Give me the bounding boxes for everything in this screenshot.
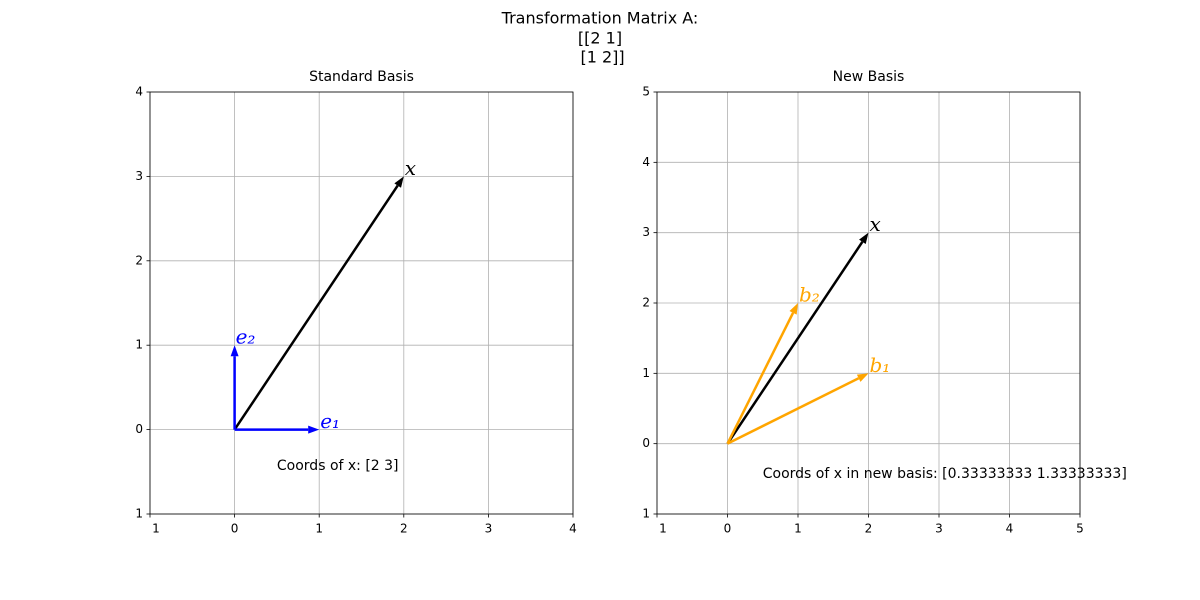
vector-label: b₁ bbox=[870, 353, 891, 377]
arrow-head bbox=[856, 373, 869, 382]
y-tick-label: 4 bbox=[135, 85, 143, 99]
x-tick-label: 5 bbox=[1076, 522, 1084, 536]
vector-label: b₂ bbox=[799, 283, 820, 307]
y-tick-label: 1 bbox=[135, 507, 143, 521]
arrow-shaft bbox=[726, 312, 795, 445]
x-tick-label: 1 bbox=[152, 522, 160, 536]
x-tick-label: 3 bbox=[935, 522, 943, 536]
x-tick-label: 0 bbox=[724, 522, 732, 536]
arrow-head bbox=[859, 232, 869, 245]
annotation: Coords of x in new basis: [0.33333333 1.… bbox=[763, 466, 1127, 482]
figure-title: Transformation Matrix A: bbox=[501, 9, 699, 28]
y-tick-label: 0 bbox=[135, 422, 143, 436]
figure-title: [1 2]] bbox=[575, 48, 624, 67]
arrow-head bbox=[394, 176, 404, 188]
axes-title: New Basis bbox=[833, 69, 905, 85]
x-tick-label: 2 bbox=[865, 522, 873, 536]
x-tick-label: 1 bbox=[659, 522, 667, 536]
y-tick-label: 0 bbox=[642, 436, 650, 450]
y-tick-label: 1 bbox=[642, 507, 650, 521]
axes-frame bbox=[149, 91, 574, 515]
vector-arrow bbox=[726, 232, 869, 445]
x-tick-label: 0 bbox=[231, 522, 239, 536]
y-tick-label: 1 bbox=[135, 338, 143, 352]
x-tick-label: 4 bbox=[569, 522, 577, 536]
arrow-head bbox=[308, 425, 320, 434]
vector-arrow bbox=[726, 303, 798, 445]
x-tick-label: 1 bbox=[315, 522, 323, 536]
x-tick-label: 4 bbox=[1006, 522, 1014, 536]
y-tick-label: 2 bbox=[135, 253, 143, 267]
vector-arrow bbox=[234, 425, 320, 434]
vector-arrow bbox=[726, 373, 869, 445]
y-tick-label: 1 bbox=[642, 366, 650, 380]
y-tick-label: 4 bbox=[642, 155, 650, 169]
vector-label: x bbox=[870, 212, 881, 236]
x-tick-label: 3 bbox=[485, 522, 493, 536]
x-tick-label: 1 bbox=[794, 522, 802, 536]
vector-arrow bbox=[230, 345, 239, 430]
y-tick-label: 3 bbox=[642, 225, 650, 239]
y-tick-label: 3 bbox=[135, 169, 143, 183]
y-tick-label: 2 bbox=[642, 296, 650, 310]
axes-frame bbox=[656, 91, 1081, 515]
annotation: Coords of x: [2 3] bbox=[277, 458, 399, 474]
arrow-head bbox=[230, 345, 239, 357]
vector-label: e₂ bbox=[236, 325, 256, 349]
arrow-shaft bbox=[233, 184, 399, 431]
arrow-head bbox=[789, 303, 798, 315]
arrow-shaft bbox=[726, 241, 864, 445]
figure-title: [[2 1] bbox=[578, 29, 622, 48]
axes-title: Standard Basis bbox=[309, 69, 414, 85]
arrow-shaft bbox=[726, 377, 860, 445]
y-tick-label: 5 bbox=[642, 85, 650, 99]
vector-label: x bbox=[405, 156, 416, 180]
vector-label: e₁ bbox=[320, 409, 340, 433]
x-tick-label: 2 bbox=[400, 522, 408, 536]
vector-arrow bbox=[233, 176, 404, 431]
